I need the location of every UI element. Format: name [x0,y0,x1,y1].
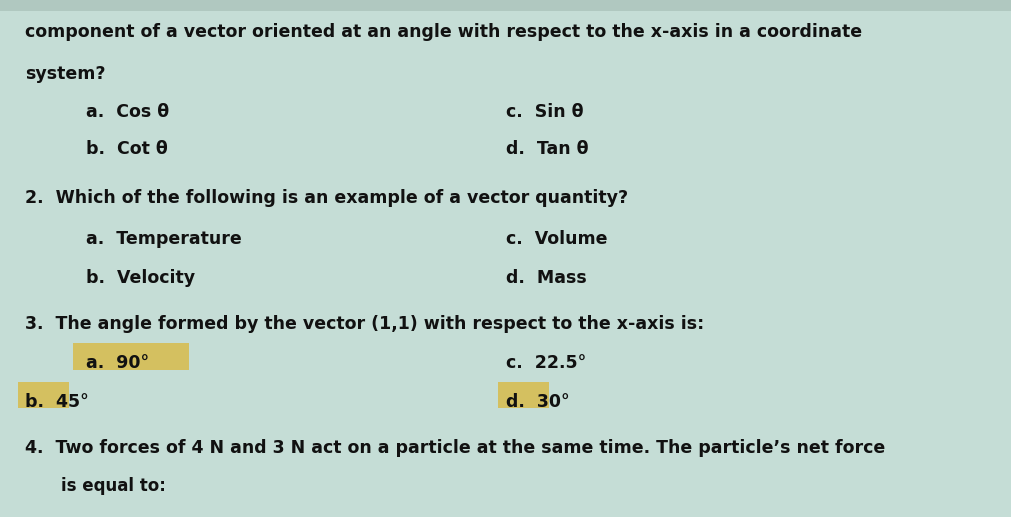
Bar [0,0,1011,11]
Text: 3.  The angle formed by the vector (1,1) with respect to the x-axis is:: 3. The angle formed by the vector (1,1) … [25,315,705,333]
Text: is equal to:: is equal to: [61,477,166,495]
Bar [498,382,549,408]
Text: 4.  Two forces of 4 N and 3 N act on a particle at the same time. The particle’s: 4. Two forces of 4 N and 3 N act on a pa… [25,439,886,458]
Text: system?: system? [25,65,106,83]
Text: 2.  Which of the following is an example of a vector quantity?: 2. Which of the following is an example … [25,189,629,207]
Text: a.  90°: a. 90° [86,354,149,372]
Bar [18,382,69,408]
Text: a.  Temperature: a. Temperature [86,230,242,248]
Text: d.  Tan θ: d. Tan θ [506,140,588,158]
Text: c.  Sin θ: c. Sin θ [506,103,583,121]
Text: a.  Cos θ: a. Cos θ [86,103,169,121]
Text: c.  22.5°: c. 22.5° [506,354,585,372]
Text: d.  Mass: d. Mass [506,269,586,287]
Text: b.  Velocity: b. Velocity [86,269,195,287]
Text: c.  Volume: c. Volume [506,230,607,248]
Text: d.  30°: d. 30° [506,393,569,411]
Bar [73,343,189,370]
Text: b.  Cot θ: b. Cot θ [86,140,168,158]
Text: component of a vector oriented at an angle with respect to the x-axis in a coord: component of a vector oriented at an ang… [25,23,862,41]
Text: b.  45°: b. 45° [25,393,89,411]
